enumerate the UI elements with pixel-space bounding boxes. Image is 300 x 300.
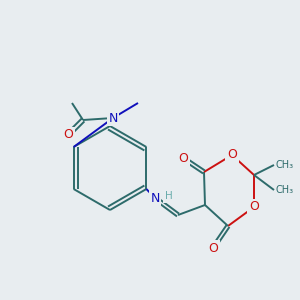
Text: N: N [108,112,118,124]
Text: O: O [227,148,237,161]
Text: O: O [63,128,73,142]
Text: O: O [249,200,259,214]
Text: CH₃: CH₃ [276,160,294,170]
Text: O: O [208,242,218,254]
Text: H: H [165,191,173,201]
Text: O: O [178,152,188,164]
Text: N: N [150,191,160,205]
Text: CH₃: CH₃ [276,185,294,195]
